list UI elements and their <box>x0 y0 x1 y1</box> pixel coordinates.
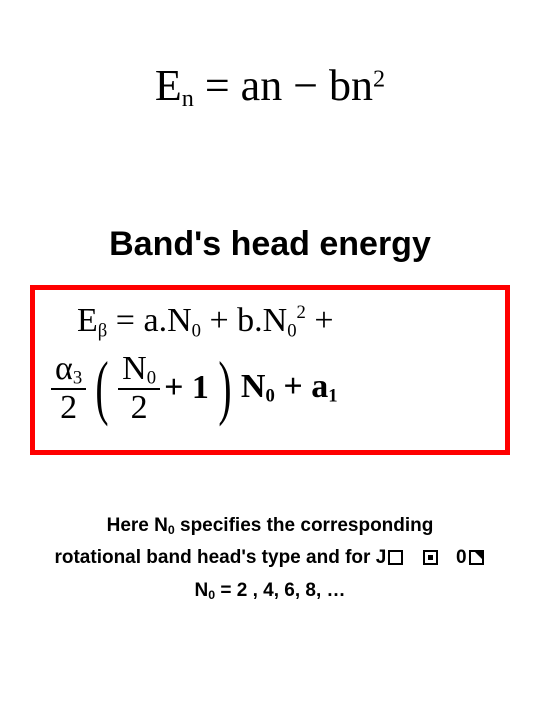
fraction-numerator: N0 <box>118 351 160 390</box>
paren-inner: N0 2 + 1 <box>118 351 209 426</box>
equation-tail: N0 + a1 <box>241 370 338 406</box>
fraction-alpha3-over-2: α3 2 <box>51 351 86 426</box>
caption-line-1: Here N0 specifies the corresponding <box>50 510 490 542</box>
equation-ebeta-line1: Eβ = a.N0 + b.N02 + <box>51 302 489 343</box>
box-symbol-icon <box>388 550 403 565</box>
zero-text: 0 <box>456 547 467 568</box>
plus-one: + 1 <box>164 371 209 405</box>
caption-line2-prefix: rotational band head's type and for J <box>54 547 386 568</box>
fraction-denominator: 2 <box>127 390 152 426</box>
box-dot-symbol-icon <box>423 550 438 565</box>
fraction-numerator: α3 <box>51 351 86 390</box>
fraction-n0-over-2: N0 2 <box>118 351 160 426</box>
box-corner-symbol-icon <box>469 550 484 565</box>
highlighted-equation-box: Eβ = a.N0 + b.N02 + α3 2 ( N0 2 + 1 ) N0… <box>30 285 510 455</box>
caption-line-2: rotational band head's type and for J 0 <box>50 542 490 574</box>
equation-en: En = an − bn2 <box>0 60 540 113</box>
caption-line-3: N0 = 2 , 4, 6, 8, … <box>50 575 490 607</box>
equation-ebeta-line2: α3 2 ( N0 2 + 1 ) N0 + a1 <box>51 351 489 426</box>
left-paren: ( <box>96 359 109 417</box>
section-title: Band's head energy <box>0 225 540 264</box>
right-paren: ) <box>218 359 231 417</box>
fraction-denominator: 2 <box>56 390 81 426</box>
caption-text: Here N0 specifies the corresponding rota… <box>50 510 490 607</box>
